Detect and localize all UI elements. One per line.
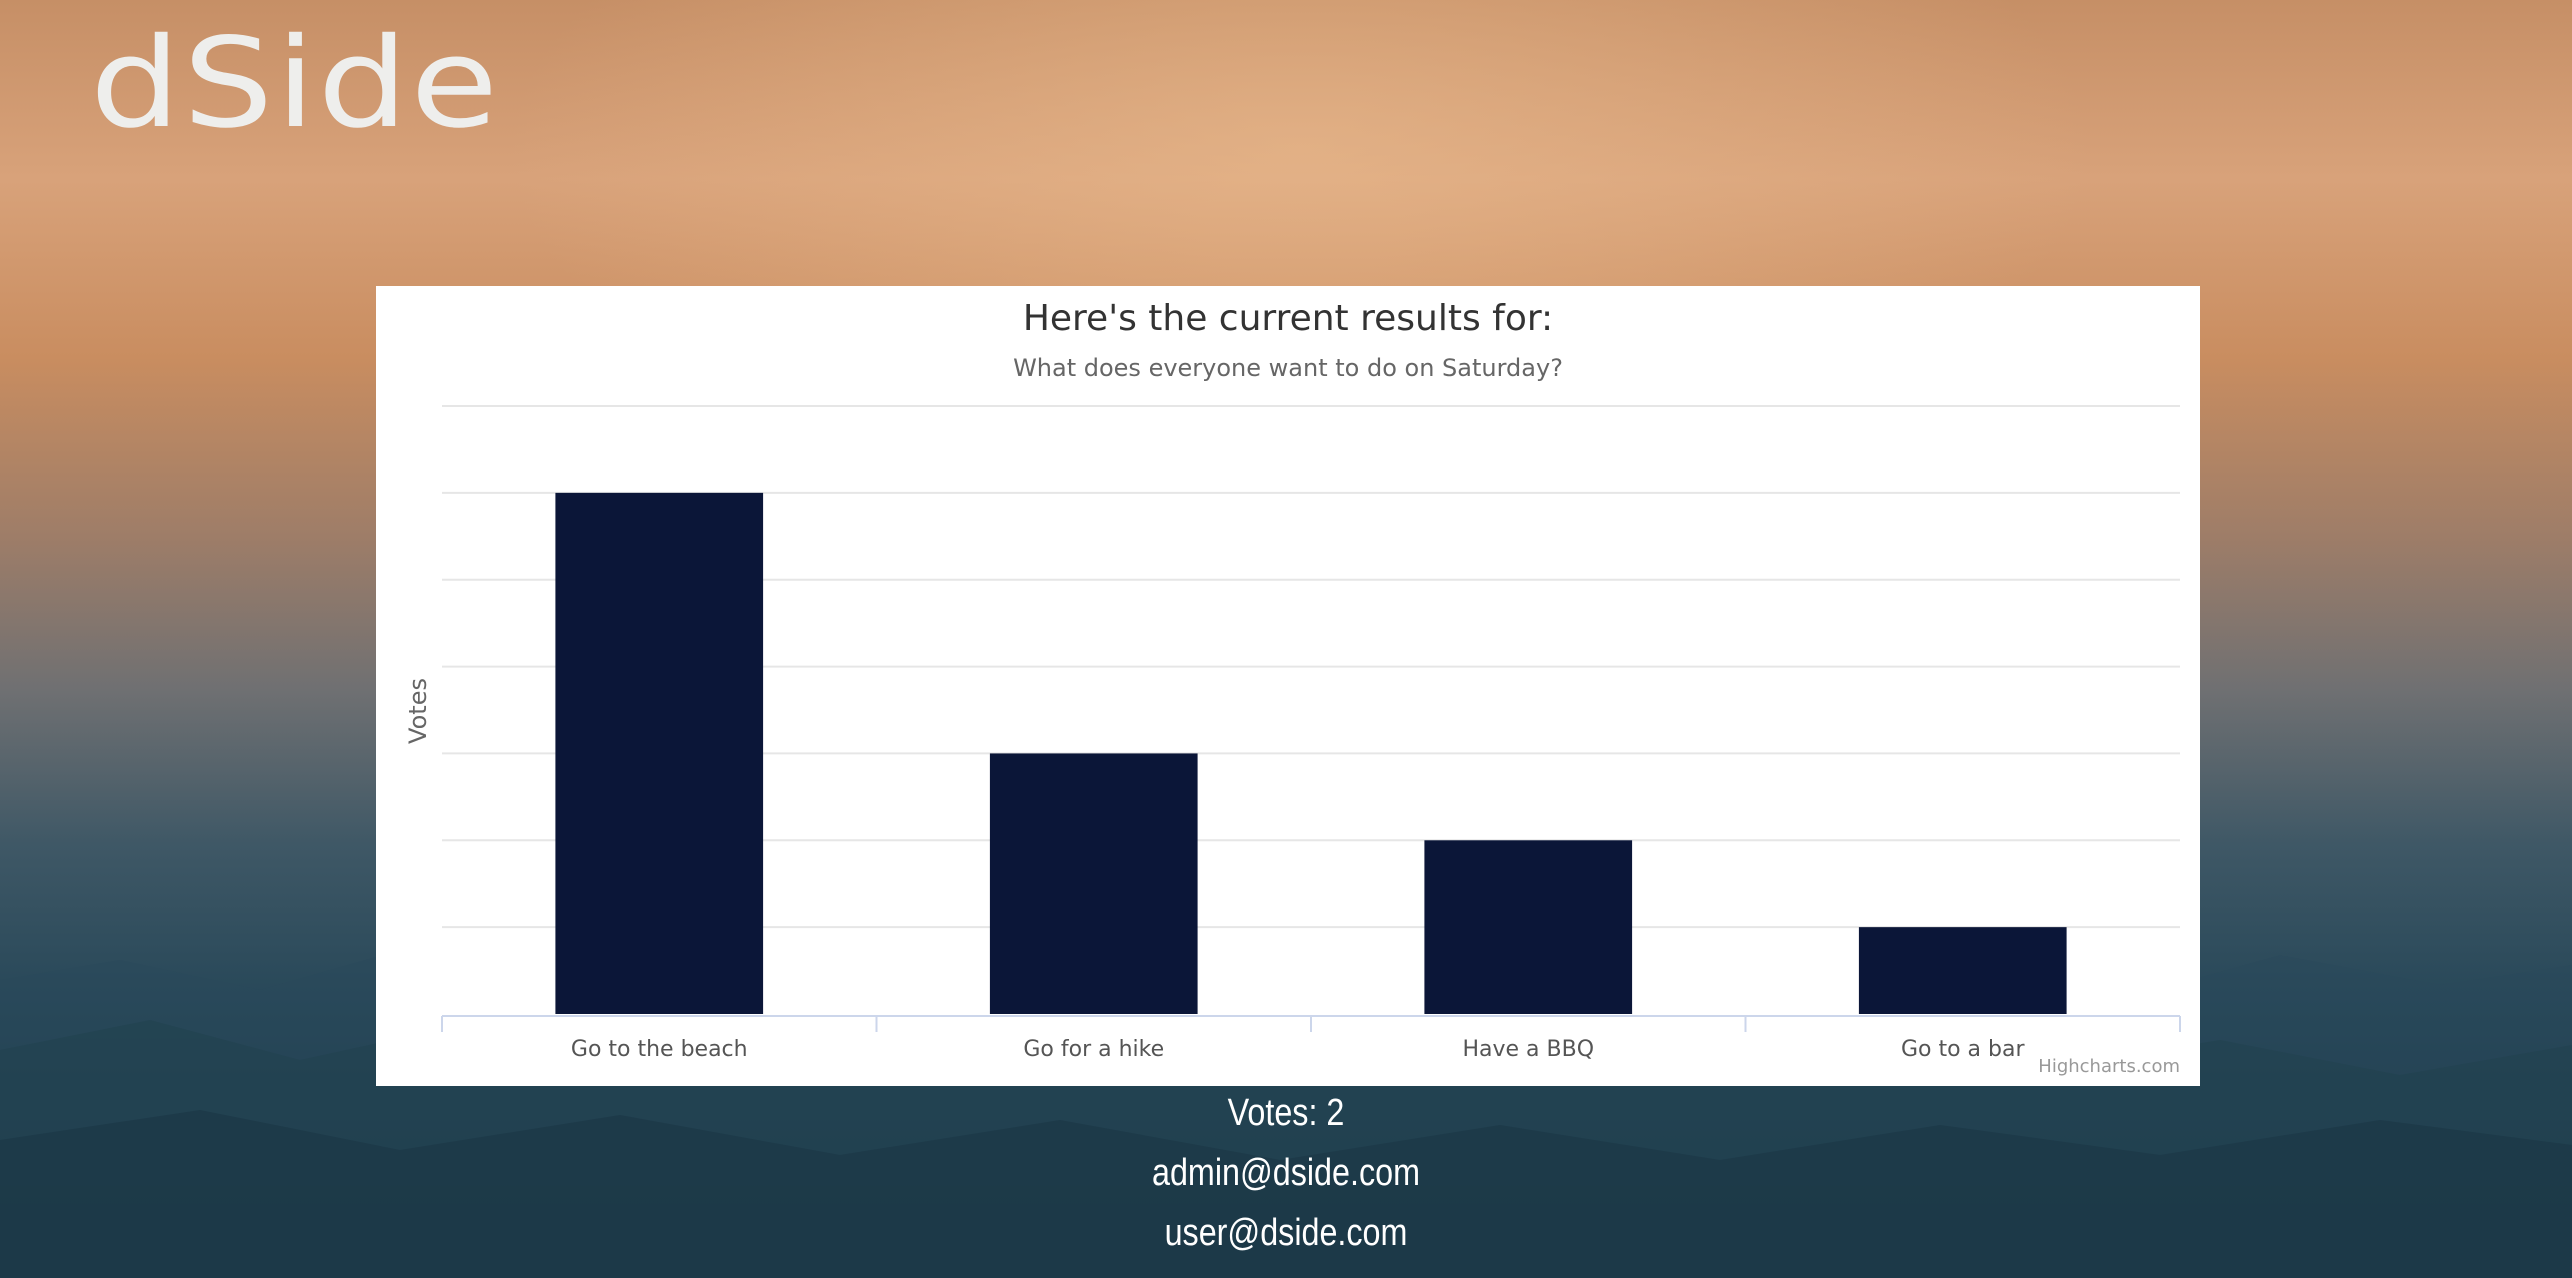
chart-title: Here's the current results for:: [1022, 298, 1554, 339]
chart-bars: [555, 492, 2067, 1014]
bar[interactable]: [1858, 927, 2067, 1014]
poll-results-chart: Go to the beach Go for a hike Have a BBQ Go…: [376, 286, 2200, 1086]
poll-info: Votes: 2 admin@dside.com user@dside.com: [0, 1083, 2572, 1263]
voter-email: user@dside.com: [1164, 1212, 1408, 1254]
chart-x-axis: Go to the beach Go for a hike Have a BBQ Go…: [441, 1015, 2181, 1062]
chart-canvas: Go to the beach Go for a hike Have a BBQ Go…: [404, 405, 2181, 1062]
chart-subtitle: What does everyone want to do on Saturda…: [1013, 354, 1563, 382]
x-axis-tick-label: Go to the beach: [571, 1037, 748, 1062]
x-axis-tick-label: Go to a bar: [1901, 1037, 2026, 1062]
x-axis-tick-label: Go for a hike: [1023, 1037, 1164, 1062]
votes-count: Votes: 2: [1227, 1092, 1345, 1134]
bar[interactable]: [555, 492, 764, 1014]
bar[interactable]: [1424, 840, 1633, 1014]
y-axis-title: Votes: [404, 678, 432, 744]
bar[interactable]: [989, 753, 1198, 1014]
voter-email: admin@dside.com: [1152, 1152, 1420, 1194]
chart-credits-link[interactable]: Highcharts.com: [2038, 1056, 2180, 1077]
dside-logo[interactable]: dSide: [90, 12, 501, 156]
x-axis-tick-label: Have a BBQ: [1462, 1037, 1594, 1062]
